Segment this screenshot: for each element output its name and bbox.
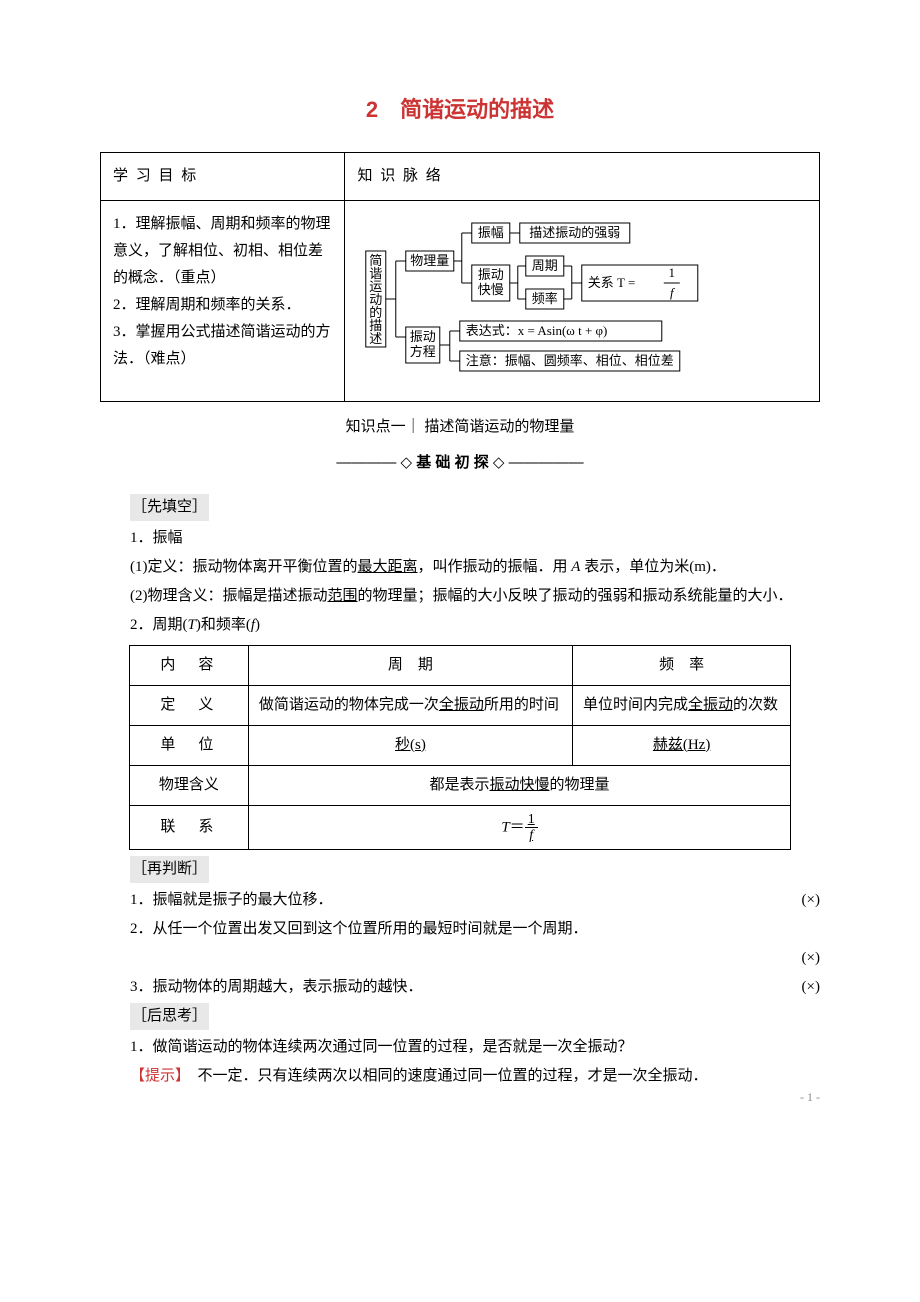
- t-r4c1-T: T: [501, 819, 509, 835]
- judge-3-text: 3．振动物体的周期越大，表示振动的越快．: [100, 974, 423, 1001]
- s1-p1-b: ，叫作振动的振幅．用: [418, 559, 572, 575]
- s1-h: 1．振幅: [100, 525, 820, 552]
- t-r3c1-b: 的物理量: [550, 777, 610, 793]
- kp-divider: ———— ◇ 基 础 初 探 ◇ —————: [100, 449, 820, 476]
- page-title: 2 简谐运动的描述: [100, 90, 820, 130]
- judge-1-mark: (×): [772, 887, 820, 914]
- t-r1c2-a: 单位时间内完成: [583, 697, 688, 713]
- goal-table: 学 习 目 标 知 识 脉 络 1．理解振幅、周期和频率的物理意义，了解相位、初…: [100, 152, 820, 402]
- diag-b1-2a: 周期: [532, 258, 558, 273]
- t-r1c1-b: 所用的时间: [484, 697, 559, 713]
- diag-b1-2: 振动快慢: [478, 267, 504, 297]
- goal-list: 1．理解振幅、周期和频率的物理意义，了解相位、初相、相位差的概念．（重点） 2．…: [101, 200, 345, 401]
- diag-b2-1: 表达式：x = Asin(ω t + φ): [466, 323, 608, 338]
- kp-div-right: ◇ —————: [493, 454, 584, 471]
- judge-1: 1．振幅就是振子的最大位移． (×): [100, 887, 820, 914]
- think-q: 1．做简谐运动的物体连续两次通过同一位置的过程，是否就是一次全振动？: [100, 1034, 820, 1061]
- goal-item-1: 1．理解振幅、周期和频率的物理意义，了解相位、初相、相位差的概念．（重点）: [113, 211, 332, 292]
- t-r1c2: 单位时间内完成全振动的次数: [573, 685, 791, 725]
- t-r4c1-d: f: [525, 828, 538, 843]
- judge-1-text: 1．振幅就是振子的最大位移．: [100, 887, 333, 914]
- t-r2c1-u: 秒(s): [395, 737, 426, 753]
- s2-h-a: 2．周期(: [130, 617, 188, 633]
- t-r0c2: 频 率: [573, 645, 791, 685]
- t-r4c0: 联 系: [129, 805, 248, 850]
- kp-div-mid: 基 础 初 探: [412, 454, 493, 471]
- s1-p2: (2)物理含义：振幅是描述振动范围的物理量；振幅的大小反映了振动的强弱和振动系统…: [100, 583, 820, 610]
- t-r1c1-a: 做简谐运动的物体完成一次: [259, 697, 439, 713]
- judge-3-mark: (×): [772, 974, 820, 1001]
- t-r2c1: 秒(s): [248, 725, 572, 765]
- s1-p1-c: 表示，单位为米(m)．: [580, 559, 725, 575]
- goal-item-2: 2．理解周期和频率的关系．: [113, 292, 332, 319]
- t-r1c2-u: 全振动: [688, 697, 733, 713]
- hint-row: 【提示】 不一定．只有连续两次以相同的速度通过同一位置的过程，才是一次全振动．: [100, 1063, 820, 1090]
- diagram-svg: 简谐运动的描述 物理量 振动方程 振幅 描述振动的强弱 振动快慢: [357, 211, 807, 381]
- judge-3: 3．振动物体的周期越大，表示振动的越快． (×): [100, 974, 820, 1001]
- s1-p2-u: 范围: [328, 588, 358, 604]
- fill-label: ［先填空］: [130, 494, 209, 521]
- t-r1c2-b: 的次数: [733, 697, 778, 713]
- s2-h-T: T: [188, 617, 196, 633]
- judge-2-mark-row: (×): [100, 945, 820, 972]
- knowledge-diagram: 简谐运动的描述 物理量 振动方程 振幅 描述振动的强弱 振动快慢: [345, 200, 820, 401]
- s1-p2-a: (2)物理含义：振幅是描述振动: [130, 588, 328, 604]
- s1-p1: (1)定义：振动物体离开平衡位置的最大距离，叫作振动的振幅．用 A 表示，单位为…: [100, 554, 820, 581]
- judge-2-mark: (×): [772, 945, 820, 972]
- t-r1c1-u: 全振动: [439, 697, 484, 713]
- t-r0c0: 内 容: [129, 645, 248, 685]
- kp-div-left: ———— ◇: [336, 454, 412, 471]
- t-r3c1-u: 振动快慢: [490, 777, 550, 793]
- goal-right-header: 知 识 脉 络: [345, 152, 820, 200]
- goal-item-3: 3．掌握用公式描述简谐运动的方法．（难点）: [113, 319, 332, 373]
- t-r4c1-eq: ＝: [510, 819, 525, 835]
- t-r0c1: 周 期: [248, 645, 572, 685]
- s1-p1-u: 最大距离: [358, 559, 418, 575]
- t-r1c1: 做简谐运动的物体完成一次全振动所用的时间: [248, 685, 572, 725]
- diag-b1-1: 振幅: [478, 225, 504, 240]
- s2-h-c: ): [255, 617, 260, 633]
- think-label: ［后思考］: [130, 1003, 209, 1030]
- kp-title: 知识点一｜ 描述简谐运动的物理量: [100, 414, 820, 441]
- hint-label: 【提示】: [130, 1068, 183, 1084]
- diag-b1-1-desc: 描述振动的强弱: [530, 225, 621, 240]
- judge-label: ［再判断］: [130, 856, 209, 883]
- t-r2c2-u: 赫兹(Hz): [653, 737, 710, 753]
- s2-h: 2．周期(T)和频率(f): [100, 612, 820, 639]
- t-r3c1: 都是表示振动快慢的物理量: [248, 765, 790, 805]
- diag-rel-n: 1: [669, 265, 676, 280]
- diag-branch2: 振动方程: [410, 329, 436, 359]
- diag-b1-2b: 频率: [532, 291, 558, 306]
- t-r1c0: 定 义: [129, 685, 248, 725]
- diag-branch1: 物理量: [411, 253, 450, 268]
- t-r3c1-a: 都是表示: [429, 777, 489, 793]
- t-r4c1-n: 1: [525, 812, 538, 828]
- hint-text: 不一定．只有连续两次以相同的速度通过同一位置的过程，才是一次全振动．: [183, 1068, 708, 1084]
- s1-p2-b: 的物理量；振幅的大小反映了振动的强弱和振动系统能量的大小．: [358, 588, 793, 604]
- s1-p1-a: (1)定义：振动物体离开平衡位置的: [130, 559, 358, 575]
- diag-b2-2: 注意：振幅、圆频率、相位、相位差: [466, 353, 674, 368]
- diag-root: 简谐运动的描述: [370, 253, 383, 346]
- t-r2c0: 单 位: [129, 725, 248, 765]
- period-freq-table: 内 容 周 期 频 率 定 义 做简谐运动的物体完成一次全振动所用的时间 单位时…: [129, 645, 791, 851]
- t-r3c0: 物理含义: [129, 765, 248, 805]
- judge-2-text: 2．从任一个位置出发又回到这个位置所用的最短时间就是一个周期．: [100, 916, 820, 943]
- goal-left-header: 学 习 目 标: [101, 152, 345, 200]
- t-r2c2: 赫兹(Hz): [573, 725, 791, 765]
- diag-rel-label: 关系 T =: [588, 275, 636, 290]
- page-number: - 1 -: [800, 1087, 820, 1109]
- s2-h-b: )和频率(: [196, 617, 251, 633]
- t-r4c1: T＝1f: [248, 805, 790, 850]
